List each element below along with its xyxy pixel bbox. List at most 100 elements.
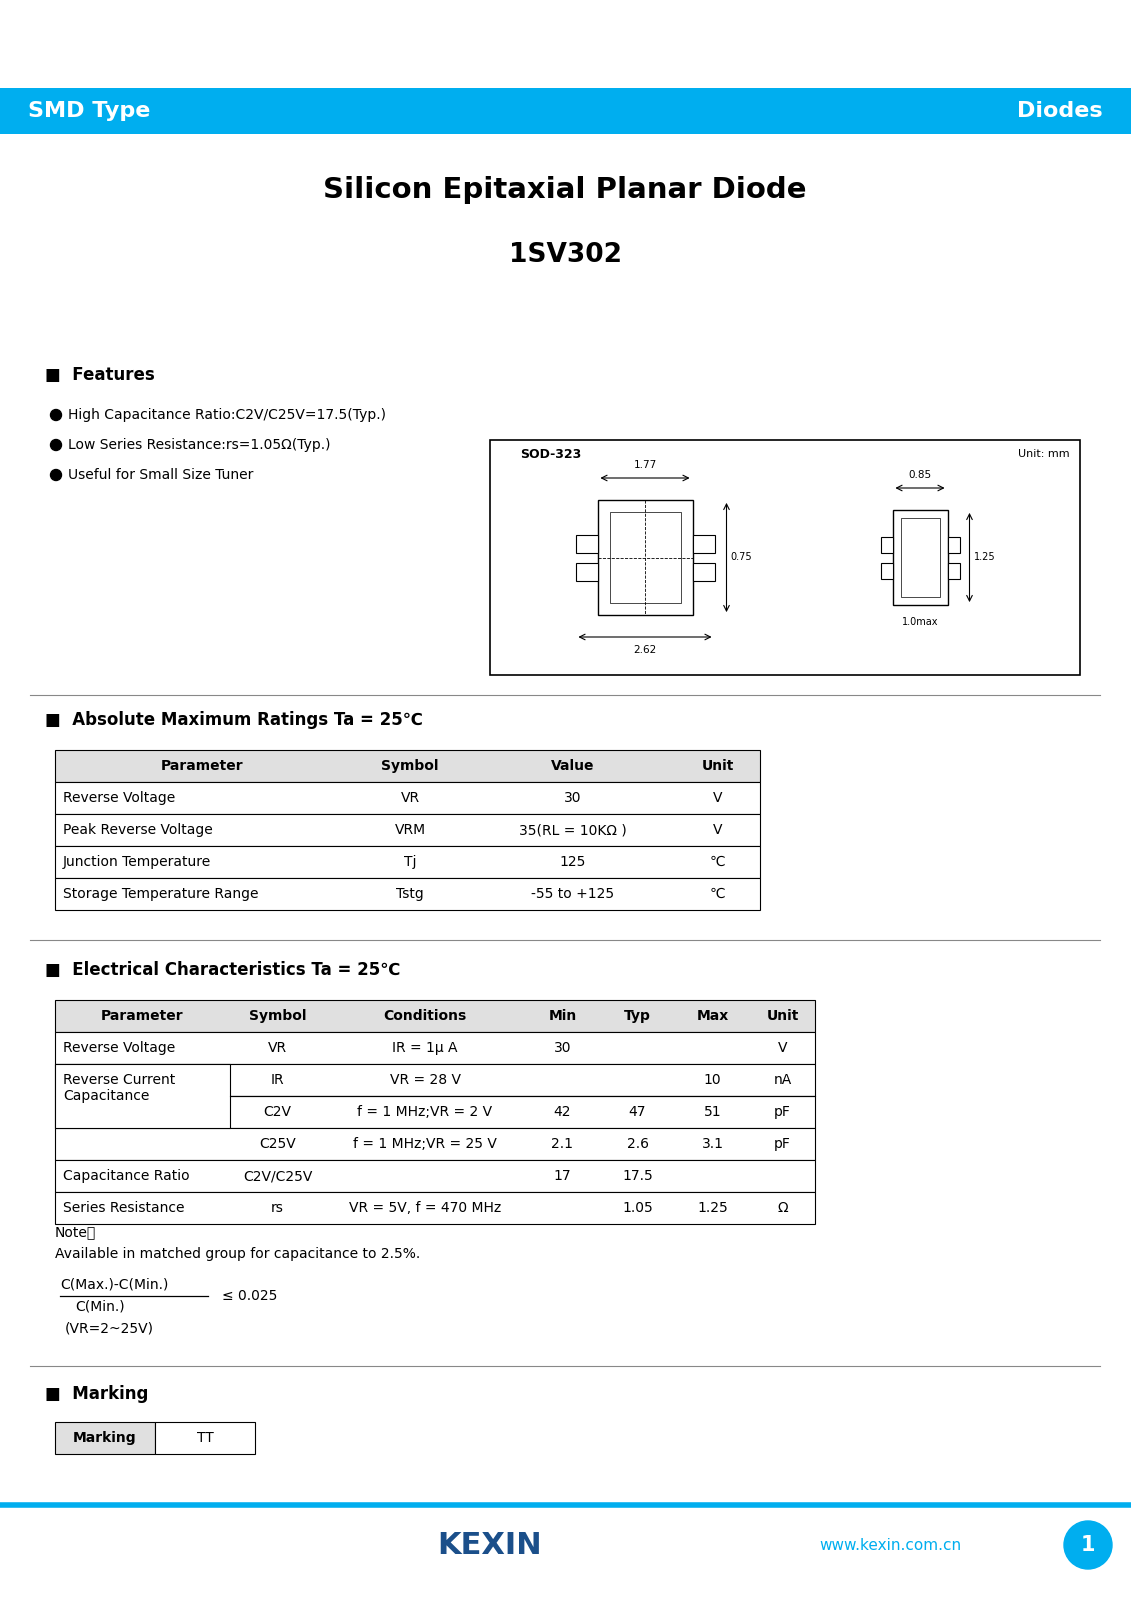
Text: Useful for Small Size Tuner: Useful for Small Size Tuner — [68, 467, 253, 482]
Bar — [576, 534, 597, 552]
Text: C(Max.)-C(Min.): C(Max.)-C(Min.) — [60, 1277, 169, 1291]
Text: IR: IR — [270, 1074, 284, 1086]
Text: Parameter: Parameter — [101, 1010, 184, 1022]
Text: C25V: C25V — [259, 1138, 296, 1150]
Text: Unit: Unit — [701, 758, 734, 773]
Text: V: V — [778, 1042, 787, 1054]
Bar — [55, 750, 760, 782]
Text: 17: 17 — [554, 1170, 571, 1182]
Text: Conditions: Conditions — [383, 1010, 467, 1022]
Text: Typ: Typ — [624, 1010, 651, 1022]
Text: Reverse Current: Reverse Current — [63, 1074, 175, 1086]
Text: 47: 47 — [629, 1106, 646, 1118]
Text: Silicon Epitaxial Planar Diode: Silicon Epitaxial Planar Diode — [323, 176, 806, 203]
Text: IR = 1μ A: IR = 1μ A — [392, 1042, 458, 1054]
Text: C2V/C25V: C2V/C25V — [243, 1170, 312, 1182]
Text: ■  Electrical Characteristics Ta = 25℃: ■ Electrical Characteristics Ta = 25℃ — [45, 962, 400, 979]
Bar — [597, 499, 692, 614]
Text: Max: Max — [697, 1010, 728, 1022]
Text: Reverse Voltage: Reverse Voltage — [63, 790, 175, 805]
Text: Reverse Voltage: Reverse Voltage — [63, 1042, 175, 1054]
Text: 35(RL = 10KΩ ): 35(RL = 10KΩ ) — [519, 822, 627, 837]
Bar — [55, 782, 760, 814]
Bar — [55, 1032, 815, 1064]
Text: 1.0max: 1.0max — [901, 618, 939, 627]
Text: 0.75: 0.75 — [731, 552, 752, 563]
Bar — [692, 563, 715, 581]
Text: VR: VR — [268, 1042, 287, 1054]
Text: 1.25: 1.25 — [974, 552, 995, 563]
Bar — [881, 563, 892, 579]
Bar — [692, 534, 715, 552]
Text: Min: Min — [549, 1010, 577, 1022]
Text: Marking: Marking — [74, 1430, 137, 1445]
Bar — [55, 878, 760, 910]
Bar — [948, 563, 959, 579]
Text: SMD Type: SMD Type — [28, 101, 150, 122]
Text: 17.5: 17.5 — [622, 1170, 653, 1182]
Text: www.kexin.com.cn: www.kexin.com.cn — [819, 1538, 961, 1552]
Text: VR: VR — [400, 790, 420, 805]
Text: ℃: ℃ — [709, 886, 725, 901]
Text: 1.25: 1.25 — [697, 1202, 728, 1214]
Text: Note：: Note： — [55, 1226, 96, 1238]
Bar — [55, 1000, 815, 1032]
Text: Parameter: Parameter — [162, 758, 244, 773]
Text: 30: 30 — [563, 790, 581, 805]
Text: nA: nA — [774, 1074, 792, 1086]
Circle shape — [51, 410, 61, 421]
Text: Symbol: Symbol — [249, 1010, 307, 1022]
Circle shape — [51, 469, 61, 480]
Text: 125: 125 — [560, 854, 586, 869]
Text: f = 1 MHz;VR = 2 V: f = 1 MHz;VR = 2 V — [357, 1106, 493, 1118]
Text: Capacitance: Capacitance — [63, 1090, 149, 1102]
Text: rs: rs — [271, 1202, 284, 1214]
Bar — [892, 510, 948, 605]
Bar — [0, 88, 1131, 134]
Text: f = 1 MHz;VR = 25 V: f = 1 MHz;VR = 25 V — [353, 1138, 497, 1150]
Text: ■  Features: ■ Features — [45, 366, 155, 384]
Text: 1: 1 — [1081, 1534, 1095, 1555]
Bar — [55, 814, 760, 846]
Text: KEXIN: KEXIN — [438, 1531, 542, 1560]
Text: Storage Temperature Range: Storage Temperature Range — [63, 886, 259, 901]
Bar — [55, 846, 760, 878]
Text: C(Min.): C(Min.) — [75, 1299, 124, 1314]
Text: 30: 30 — [554, 1042, 571, 1054]
Text: ■  Marking: ■ Marking — [45, 1386, 148, 1403]
Text: VR = 5V, f = 470 MHz: VR = 5V, f = 470 MHz — [348, 1202, 501, 1214]
Text: VR = 28 V: VR = 28 V — [389, 1074, 460, 1086]
Bar — [55, 1096, 815, 1128]
Text: Unit: mm: Unit: mm — [1018, 450, 1070, 459]
Bar — [948, 536, 959, 552]
Text: C2V: C2V — [264, 1106, 292, 1118]
Text: V: V — [713, 822, 723, 837]
Text: Tj: Tj — [404, 854, 416, 869]
Bar — [55, 1064, 230, 1128]
Text: VRM: VRM — [395, 822, 425, 837]
Text: 2.1: 2.1 — [552, 1138, 573, 1150]
Bar — [881, 536, 892, 552]
Bar — [490, 440, 1080, 675]
Text: Value: Value — [551, 758, 594, 773]
Text: 10: 10 — [703, 1074, 722, 1086]
Text: Unit: Unit — [767, 1010, 798, 1022]
Text: 1.77: 1.77 — [633, 461, 657, 470]
Text: TT: TT — [197, 1430, 214, 1445]
Text: -55 to +125: -55 to +125 — [530, 886, 614, 901]
Text: Peak Reverse Voltage: Peak Reverse Voltage — [63, 822, 213, 837]
Text: SOD-323: SOD-323 — [520, 448, 581, 461]
Text: Diodes: Diodes — [1018, 101, 1103, 122]
Text: Symbol: Symbol — [381, 758, 439, 773]
Bar — [55, 1192, 815, 1224]
Text: ℃: ℃ — [709, 854, 725, 869]
Text: High Capacitance Ratio:C2V/C25V=17.5(Typ.): High Capacitance Ratio:C2V/C25V=17.5(Typ… — [68, 408, 386, 422]
Text: 2.6: 2.6 — [627, 1138, 648, 1150]
Text: 3.1: 3.1 — [701, 1138, 724, 1150]
Text: Low Series Resistance:rs=1.05Ω(Typ.): Low Series Resistance:rs=1.05Ω(Typ.) — [68, 438, 330, 451]
Text: 1SV302: 1SV302 — [509, 242, 622, 267]
Text: ■  Absolute Maximum Ratings Ta = 25℃: ■ Absolute Maximum Ratings Ta = 25℃ — [45, 710, 423, 730]
Bar — [55, 1064, 815, 1096]
Bar — [900, 518, 940, 597]
Text: 51: 51 — [703, 1106, 722, 1118]
